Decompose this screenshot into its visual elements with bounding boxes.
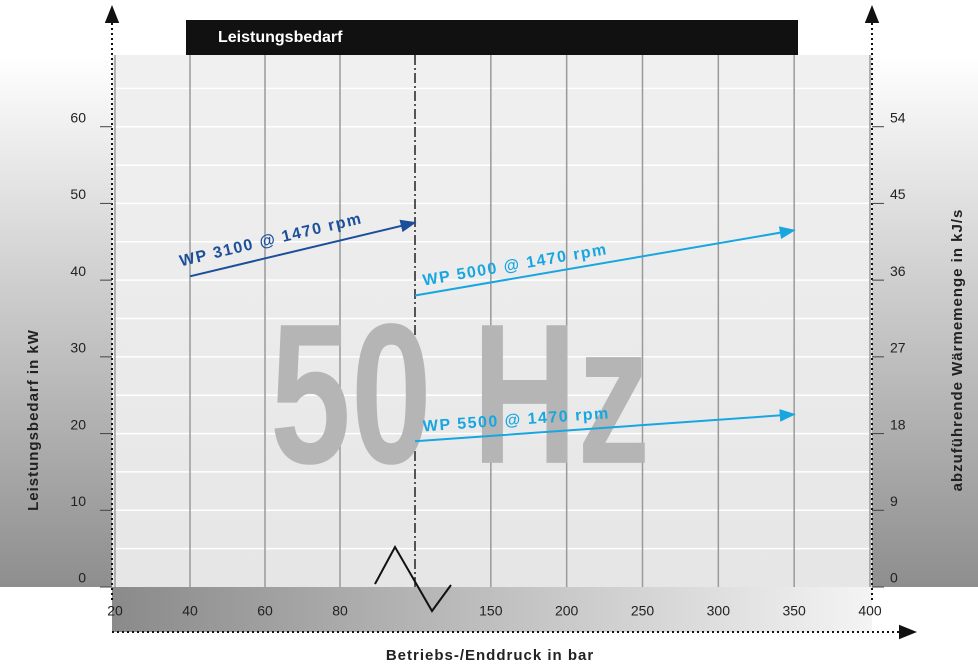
axis-break [374,544,452,613]
y-tick-label: 10 [70,493,86,509]
x-axis-label: Betriebs-/Enddruck in bar [386,647,594,664]
x-tick-label: 40 [182,603,198,619]
x-tick-label: 20 [107,603,123,619]
y2-tick-label: 0 [890,570,898,586]
y-tick-label: 20 [70,416,86,432]
x-tick-label: 200 [555,603,579,619]
y-axis-label: Leistungsbedarf in kW [25,329,42,511]
y2-tick-label: 27 [890,340,906,356]
series-line [189,219,417,278]
y2-tick-label: 9 [890,493,898,509]
y-tick-label: 40 [70,263,86,279]
x-tick-label: 150 [479,603,503,619]
x-tick-label: 250 [631,603,655,619]
grid [112,55,872,587]
y2-axis-label: abzuführende Wärmemenge in kJ/s [949,209,966,492]
y-tick-label: 50 [70,186,86,202]
y2-tick-label: 45 [890,186,906,202]
y2-tick-label: 36 [890,263,906,279]
x-tick-label: 80 [332,603,348,619]
title-bar [186,20,798,55]
y2-tick-label: 54 [890,109,906,125]
y-tick-label: 60 [70,109,86,125]
y2-tick-label: 18 [890,416,906,432]
x-tick-label: 400 [858,603,882,619]
watermark: 50 Hz [270,283,650,506]
left-band [0,55,112,587]
series-line [414,409,796,443]
chart-title: Leistungsbedarf [218,29,343,46]
x-axis-band [112,587,872,632]
x-tick-label: 60 [257,603,273,619]
series-line [414,226,796,297]
y-tick-label: 30 [70,340,86,356]
x-tick-label: 350 [782,603,806,619]
x-tick-label: 300 [707,603,731,619]
y-tick-label: 0 [78,570,86,586]
plot-area [112,55,872,587]
right-band [872,55,978,587]
